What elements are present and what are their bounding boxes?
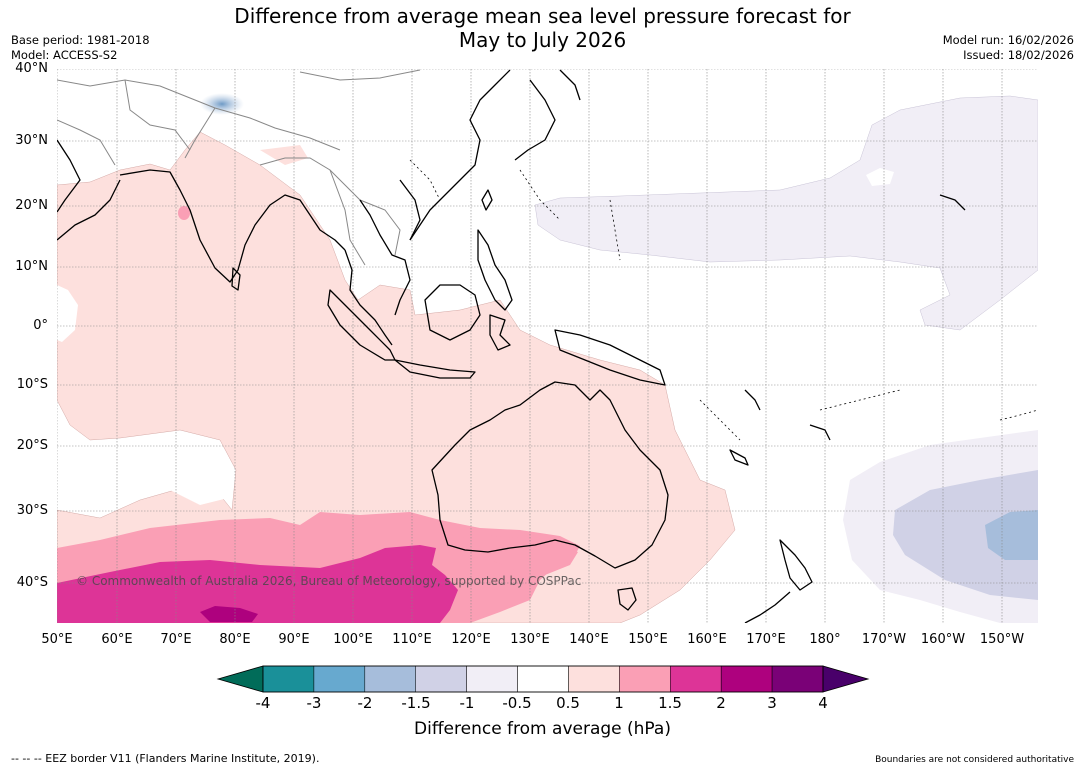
colorbar: [216, 665, 870, 693]
colorbar-tick-label: -4: [255, 694, 271, 712]
lon-label-150e: 150°E: [628, 632, 668, 647]
run-info: Model run: 16/02/2026 Issued: 18/02/2026: [943, 33, 1074, 63]
lat-label-40n: 40°N: [15, 61, 48, 76]
colorbar-segments: [262, 665, 824, 693]
map-title: Difference from average mean sea level p…: [0, 4, 1085, 52]
lon-label-70e: 70°E: [160, 632, 192, 647]
lon-label-80e: 80°E: [219, 632, 251, 647]
colorbar-segment: [517, 665, 569, 693]
colorbar-segment: [415, 665, 467, 693]
country-borders: [57, 69, 421, 266]
colorbar-segment: [364, 665, 416, 693]
model-info: Base period: 1981-2018 Model: ACCESS-S2: [11, 33, 150, 63]
issued-date: Issued: 18/02/2026: [963, 48, 1074, 62]
colorbar-segment: [568, 665, 620, 693]
colorbar-high-extend: [822, 665, 870, 693]
anomaly-neg-0.5-region: [534, 95, 1038, 331]
colorbar-tick-label: 1.5: [658, 694, 682, 712]
lat-label-equator: 0°: [33, 318, 48, 333]
colorbar-tick-label: 3: [767, 694, 777, 712]
eez-borders: [409, 159, 1038, 441]
map-title-line1: Difference from average mean sea level p…: [234, 4, 851, 28]
coastlines: [57, 69, 966, 623]
lon-label-90e: 90°E: [278, 632, 310, 647]
lon-label-50e: 50°E: [41, 632, 73, 647]
lon-label-160e: 160°E: [687, 632, 727, 647]
lon-label-150w: 150°W: [979, 632, 1025, 647]
colorbar-tick-label: -1: [459, 694, 475, 712]
copyright-notice: © Commonwealth of Australia 2026, Bureau…: [76, 574, 582, 588]
colorbar-tick-label: -3: [306, 694, 322, 712]
model-name: Model: ACCESS-S2: [11, 48, 118, 62]
colorbar-tick-label: 0.5: [556, 694, 580, 712]
colorbar-low-extend: [216, 665, 264, 693]
colorbar-tick-label: 4: [818, 694, 828, 712]
lat-label-10n: 10°N: [15, 259, 48, 274]
lat-label-30n: 30°N: [15, 133, 48, 148]
lat-label-10s: 10°S: [16, 377, 48, 392]
colorbar-segment: [466, 665, 518, 693]
colorbar-segment: [720, 665, 773, 693]
lon-label-120e: 120°E: [451, 632, 491, 647]
boundaries-disclaimer: Boundaries are not considered authoritat…: [875, 755, 1074, 765]
model-run: Model run: 16/02/2026: [942, 33, 1074, 47]
colorbar-tick-label: -0.5: [502, 694, 532, 712]
lon-label-60e: 60°E: [101, 632, 133, 647]
lon-label-100e: 100°E: [333, 632, 373, 647]
colorbar-tick-label: -1.5: [401, 694, 431, 712]
colorbar-tick-label: 2: [716, 694, 726, 712]
lon-label-110e: 110°E: [392, 632, 432, 647]
colorbar-segment: [670, 665, 722, 693]
anomaly-2-3-region: [200, 606, 258, 622]
lat-label-20s: 20°S: [16, 438, 48, 453]
lon-label-130e: 130°E: [510, 632, 550, 647]
map-area: [57, 69, 1038, 623]
lon-label-180: 180°: [809, 632, 841, 647]
lat-label-20n: 20°N: [15, 198, 48, 213]
lon-label-140e: 140°E: [569, 632, 609, 647]
lon-label-170e: 170°E: [746, 632, 786, 647]
colorbar-segment: [619, 665, 671, 693]
map-title-line2: May to July 2026: [458, 28, 627, 52]
graticule: [57, 69, 1038, 623]
base-period: Base period: 1981-2018: [11, 33, 150, 47]
eez-legend: -- -- -- EEZ border V11 (Flanders Marine…: [11, 752, 320, 765]
colorbar-segment: [262, 665, 315, 693]
lat-label-30s: 30°S: [16, 503, 48, 518]
lon-label-170w: 170°W: [861, 632, 907, 647]
anomaly-0.5-1-region: [57, 131, 736, 623]
colorbar-title: Difference from average (hPa): [414, 719, 671, 739]
anomaly-1.5-2-region: [57, 545, 458, 623]
colorbar-segment: [771, 665, 824, 693]
lon-label-160w: 160°W: [920, 632, 966, 647]
colorbar-tick-label: -2: [357, 694, 373, 712]
lat-label-40s: 40°S: [16, 575, 48, 590]
anomaly-neg-1.5-region: [985, 510, 1038, 560]
colorbar-tick-label: 1: [614, 694, 624, 712]
colorbar-segment: [313, 665, 366, 693]
